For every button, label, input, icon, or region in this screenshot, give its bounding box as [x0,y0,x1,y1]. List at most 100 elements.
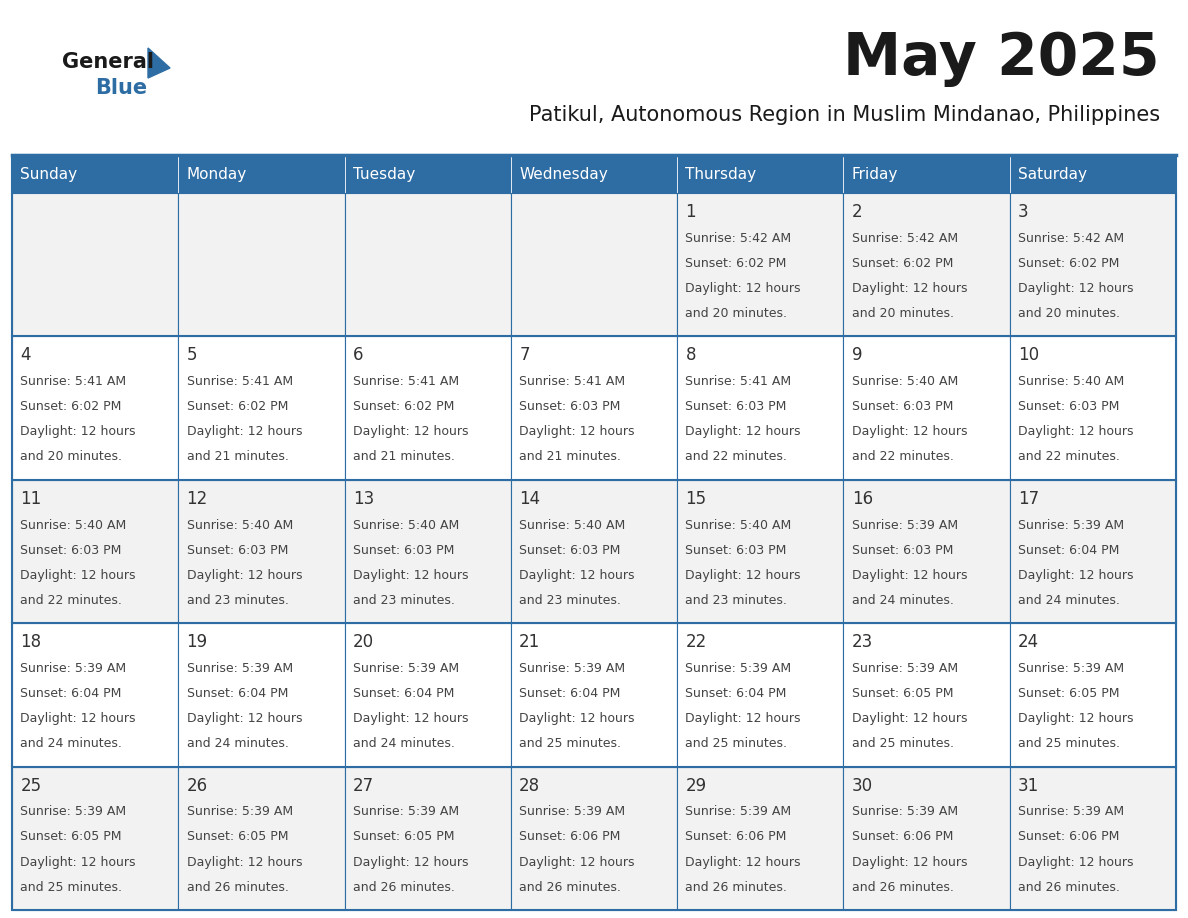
Text: 1: 1 [685,203,696,221]
Bar [1010,155,1176,193]
Text: Sunrise: 5:39 AM: Sunrise: 5:39 AM [852,805,958,818]
Text: Saturday: Saturday [1018,166,1087,182]
Text: and 26 minutes.: and 26 minutes. [519,880,621,893]
Text: Sunset: 6:04 PM: Sunset: 6:04 PM [685,687,786,700]
Text: General: General [62,52,154,72]
Text: 14: 14 [519,490,541,508]
Text: 8: 8 [685,346,696,364]
Text: and 24 minutes.: and 24 minutes. [852,594,954,607]
Bar [677,193,843,336]
Bar [511,767,677,910]
Text: Daylight: 12 hours: Daylight: 12 hours [1018,569,1133,582]
Text: Daylight: 12 hours: Daylight: 12 hours [1018,856,1133,868]
Text: Sunrise: 5:39 AM: Sunrise: 5:39 AM [519,662,625,675]
Text: Sunset: 6:04 PM: Sunset: 6:04 PM [1018,543,1119,556]
Text: and 23 minutes.: and 23 minutes. [685,594,788,607]
Bar [843,336,1010,480]
Text: Daylight: 12 hours: Daylight: 12 hours [852,282,967,295]
Text: 20: 20 [353,633,374,651]
Text: and 25 minutes.: and 25 minutes. [685,737,788,750]
Bar [178,767,345,910]
Text: 3: 3 [1018,203,1029,221]
Text: 13: 13 [353,490,374,508]
Text: Sunset: 6:03 PM: Sunset: 6:03 PM [187,543,287,556]
Text: Sunset: 6:06 PM: Sunset: 6:06 PM [852,831,953,844]
Text: and 26 minutes.: and 26 minutes. [852,880,954,893]
Text: Sunset: 6:03 PM: Sunset: 6:03 PM [519,400,620,413]
Text: Sunrise: 5:39 AM: Sunrise: 5:39 AM [1018,519,1124,532]
Text: Sunset: 6:05 PM: Sunset: 6:05 PM [353,831,454,844]
Text: 7: 7 [519,346,530,364]
Text: Sunrise: 5:40 AM: Sunrise: 5:40 AM [20,519,127,532]
Text: Daylight: 12 hours: Daylight: 12 hours [685,856,801,868]
Text: Sunrise: 5:42 AM: Sunrise: 5:42 AM [852,231,958,245]
Text: Sunrise: 5:39 AM: Sunrise: 5:39 AM [685,662,791,675]
Text: Daylight: 12 hours: Daylight: 12 hours [519,569,634,582]
Text: Sunset: 6:04 PM: Sunset: 6:04 PM [353,687,454,700]
Text: Sunrise: 5:42 AM: Sunrise: 5:42 AM [685,231,791,245]
Text: and 25 minutes.: and 25 minutes. [519,737,621,750]
Text: 24: 24 [1018,633,1040,651]
Text: Tuesday: Tuesday [353,166,415,182]
Text: and 25 minutes.: and 25 minutes. [20,880,122,893]
Text: 15: 15 [685,490,707,508]
Text: and 21 minutes.: and 21 minutes. [353,451,455,464]
Text: 17: 17 [1018,490,1040,508]
Text: Daylight: 12 hours: Daylight: 12 hours [685,569,801,582]
Text: Sunset: 6:03 PM: Sunset: 6:03 PM [685,400,786,413]
Text: Sunrise: 5:41 AM: Sunrise: 5:41 AM [187,375,292,388]
Text: and 20 minutes.: and 20 minutes. [20,451,122,464]
Text: and 24 minutes.: and 24 minutes. [353,737,455,750]
Text: Sunset: 6:02 PM: Sunset: 6:02 PM [685,257,786,270]
Text: 30: 30 [852,777,873,795]
Text: Sunset: 6:06 PM: Sunset: 6:06 PM [685,831,786,844]
Bar [843,480,1010,623]
Text: Sunset: 6:06 PM: Sunset: 6:06 PM [1018,831,1119,844]
Bar [178,623,345,767]
Text: Sunrise: 5:40 AM: Sunrise: 5:40 AM [519,519,625,532]
Text: Patikul, Autonomous Region in Muslim Mindanao, Philippines: Patikul, Autonomous Region in Muslim Min… [529,105,1159,125]
Text: and 26 minutes.: and 26 minutes. [685,880,788,893]
Text: 19: 19 [187,633,208,651]
Text: Sunrise: 5:39 AM: Sunrise: 5:39 AM [1018,805,1124,818]
Text: Daylight: 12 hours: Daylight: 12 hours [519,712,634,725]
Text: Sunset: 6:04 PM: Sunset: 6:04 PM [20,687,121,700]
Text: and 20 minutes.: and 20 minutes. [852,307,954,320]
Bar [677,480,843,623]
Text: Sunset: 6:03 PM: Sunset: 6:03 PM [353,543,454,556]
Text: Daylight: 12 hours: Daylight: 12 hours [685,712,801,725]
Text: Daylight: 12 hours: Daylight: 12 hours [353,712,468,725]
Bar [345,767,511,910]
Polygon shape [148,48,170,78]
Bar [677,155,843,193]
Text: Daylight: 12 hours: Daylight: 12 hours [1018,282,1133,295]
Text: Sunset: 6:02 PM: Sunset: 6:02 PM [353,400,454,413]
Text: and 24 minutes.: and 24 minutes. [1018,594,1120,607]
Text: Sunset: 6:05 PM: Sunset: 6:05 PM [852,687,953,700]
Text: Daylight: 12 hours: Daylight: 12 hours [20,712,135,725]
Text: Daylight: 12 hours: Daylight: 12 hours [353,856,468,868]
Text: 28: 28 [519,777,541,795]
Bar [12,193,178,336]
Text: Daylight: 12 hours: Daylight: 12 hours [852,425,967,438]
Text: Daylight: 12 hours: Daylight: 12 hours [852,712,967,725]
Text: Sunset: 6:04 PM: Sunset: 6:04 PM [187,687,287,700]
Bar [12,155,178,193]
Text: and 20 minutes.: and 20 minutes. [1018,307,1120,320]
Bar [345,336,511,480]
Bar [178,336,345,480]
Text: 10: 10 [1018,346,1040,364]
Text: Sunset: 6:02 PM: Sunset: 6:02 PM [20,400,121,413]
Text: Sunrise: 5:42 AM: Sunrise: 5:42 AM [1018,231,1124,245]
Text: Sunrise: 5:41 AM: Sunrise: 5:41 AM [20,375,126,388]
Bar [1010,193,1176,336]
Text: Daylight: 12 hours: Daylight: 12 hours [519,425,634,438]
Text: Sunrise: 5:39 AM: Sunrise: 5:39 AM [353,805,459,818]
Bar [12,623,178,767]
Bar [843,193,1010,336]
Text: Sunset: 6:03 PM: Sunset: 6:03 PM [852,400,953,413]
Text: Sunrise: 5:41 AM: Sunrise: 5:41 AM [353,375,459,388]
Text: Sunset: 6:03 PM: Sunset: 6:03 PM [852,543,953,556]
Text: 27: 27 [353,777,374,795]
Text: Daylight: 12 hours: Daylight: 12 hours [187,569,302,582]
